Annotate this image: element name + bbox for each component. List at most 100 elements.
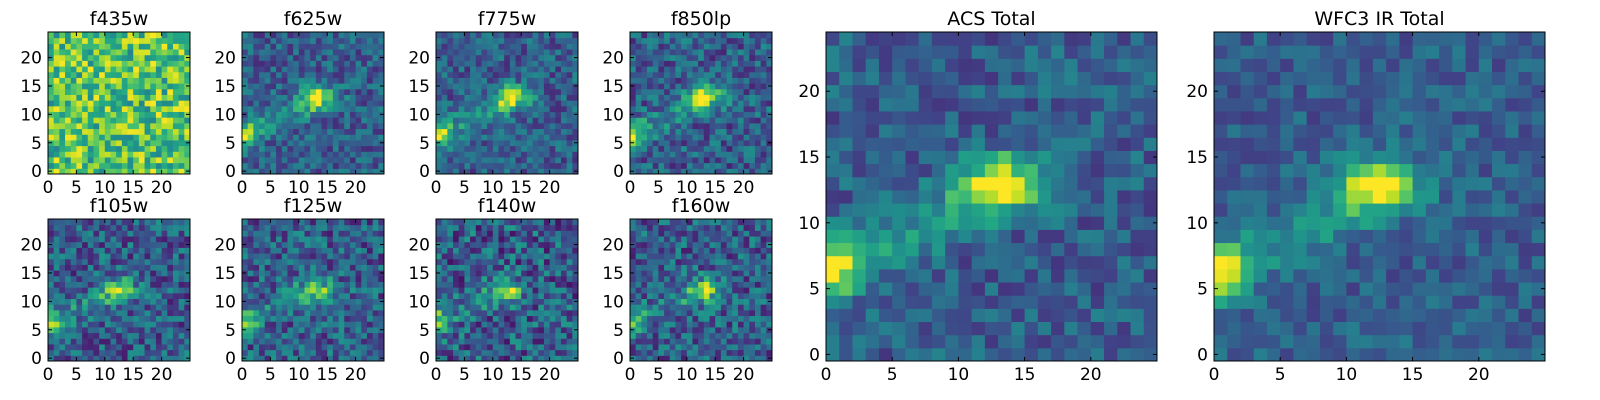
- heatmap-cell: [150, 298, 157, 305]
- heatmap-cell: [76, 236, 83, 243]
- heatmap-cell: [526, 43, 534, 50]
- heatmap-cell: [276, 298, 283, 305]
- heatmap-cell: [366, 168, 374, 175]
- heatmap-cell: [509, 54, 517, 61]
- heatmap-cell: [321, 151, 328, 158]
- heatmap-cell: [87, 298, 94, 305]
- heatmap-cell: [76, 77, 83, 84]
- heatmap-cell: [658, 349, 665, 356]
- heatmap-cell: [332, 66, 340, 73]
- heatmap-cell: [669, 94, 676, 101]
- heatmap-cell: [372, 355, 379, 362]
- heatmap-cell: [155, 309, 163, 317]
- heatmap-cell: [458, 94, 465, 101]
- heatmap-cell: [138, 224, 146, 231]
- heatmap-cell: [526, 122, 534, 130]
- heatmap-cell: [110, 117, 117, 124]
- heatmap-cell: [361, 309, 368, 317]
- heatmap-cell: [178, 43, 185, 50]
- heatmap-cell: [264, 77, 271, 84]
- heatmap-cell: [532, 105, 539, 113]
- heatmap-cell: [167, 117, 174, 124]
- heatmap-cell: [310, 355, 317, 362]
- heatmap-cell: [127, 338, 134, 345]
- heatmap-cell: [641, 349, 648, 356]
- heatmap-cell: [487, 117, 494, 124]
- heatmap-cell: [155, 94, 163, 101]
- heatmap-cell: [720, 49, 728, 56]
- heatmap-cell: [532, 241, 539, 248]
- heatmap-cell: [172, 128, 180, 135]
- heatmap-cell: [669, 139, 676, 147]
- heatmap-cell: [53, 355, 60, 362]
- heatmap-cell: [304, 151, 311, 158]
- heatmap-cell: [635, 304, 642, 311]
- heatmap-cell: [99, 343, 106, 351]
- heatmap-cell: [116, 338, 123, 345]
- heatmap-cell: [172, 287, 180, 294]
- heatmap-cell: [310, 241, 317, 248]
- heatmap-cell: [555, 236, 562, 243]
- heatmap-cell: [172, 60, 180, 67]
- heatmap-cell: [703, 105, 711, 113]
- heatmap-cell: [447, 309, 454, 317]
- heatmap-cells: [436, 32, 579, 175]
- heatmap-cell: [276, 338, 283, 345]
- heatmap-cell: [635, 49, 642, 56]
- heatmap-cell: [76, 32, 83, 39]
- heatmap-cell: [304, 304, 311, 311]
- heatmap-cell: [104, 111, 111, 118]
- heatmap-cell: [104, 151, 111, 158]
- heatmap-cell: [150, 151, 157, 158]
- heatmap-cell: [338, 117, 345, 124]
- heatmap-cell: [458, 315, 465, 322]
- heatmap-cell: [378, 71, 385, 78]
- heatmap-cell: [276, 54, 283, 61]
- heatmap-cell: [127, 326, 134, 334]
- heatmap-cell: [76, 253, 83, 260]
- heatmap-cell: [247, 332, 254, 339]
- heatmap-cell: [281, 230, 288, 237]
- heatmap-cell: [144, 122, 151, 130]
- heatmap-cell: [572, 321, 579, 328]
- heatmap-cell: [82, 321, 89, 328]
- heatmap-cell: [630, 292, 637, 300]
- heatmap-cell: [658, 88, 665, 95]
- heatmap-cell: [447, 100, 454, 107]
- heatmap-cell: [630, 145, 637, 152]
- heatmap-cell: [492, 326, 499, 334]
- heatmap-cell: [464, 309, 471, 317]
- heatmap-cell: [247, 281, 254, 288]
- heatmap-cell: [99, 151, 106, 158]
- heatmap-cell: [675, 134, 682, 141]
- heatmap-cell: [372, 292, 379, 300]
- heatmap-cell: [458, 88, 465, 95]
- heatmap-cell: [560, 287, 568, 294]
- heatmap-cell: [743, 100, 750, 107]
- heatmap-cell: [481, 88, 488, 95]
- heatmap-cell: [293, 94, 300, 101]
- heatmap-cell: [127, 275, 134, 282]
- heatmap-cell: [332, 94, 340, 101]
- heatmap-cell: [538, 281, 545, 288]
- heatmap-cell: [686, 77, 693, 84]
- heatmap-cell: [349, 83, 357, 90]
- heatmap-cell: [686, 37, 693, 44]
- heatmap-cell: [366, 253, 374, 260]
- heatmap-cell: [104, 49, 111, 56]
- heatmap-cell: [155, 292, 163, 300]
- heatmap-cell: [692, 105, 699, 113]
- heatmap-cell: [436, 258, 443, 265]
- heatmap-cell: [259, 156, 266, 164]
- heatmap-cell: [127, 128, 134, 135]
- heatmap-cell: [543, 275, 551, 282]
- heatmap-cell: [720, 326, 728, 334]
- heatmap-cell: [669, 111, 676, 118]
- heatmap-cell: [532, 54, 539, 61]
- heatmap-cell: [453, 105, 460, 113]
- heatmap-cell: [372, 343, 379, 351]
- heatmap-cell: [492, 219, 499, 226]
- heatmap-cell: [664, 37, 671, 44]
- heatmap-cell: [259, 43, 266, 50]
- heatmap-cell: [475, 54, 482, 61]
